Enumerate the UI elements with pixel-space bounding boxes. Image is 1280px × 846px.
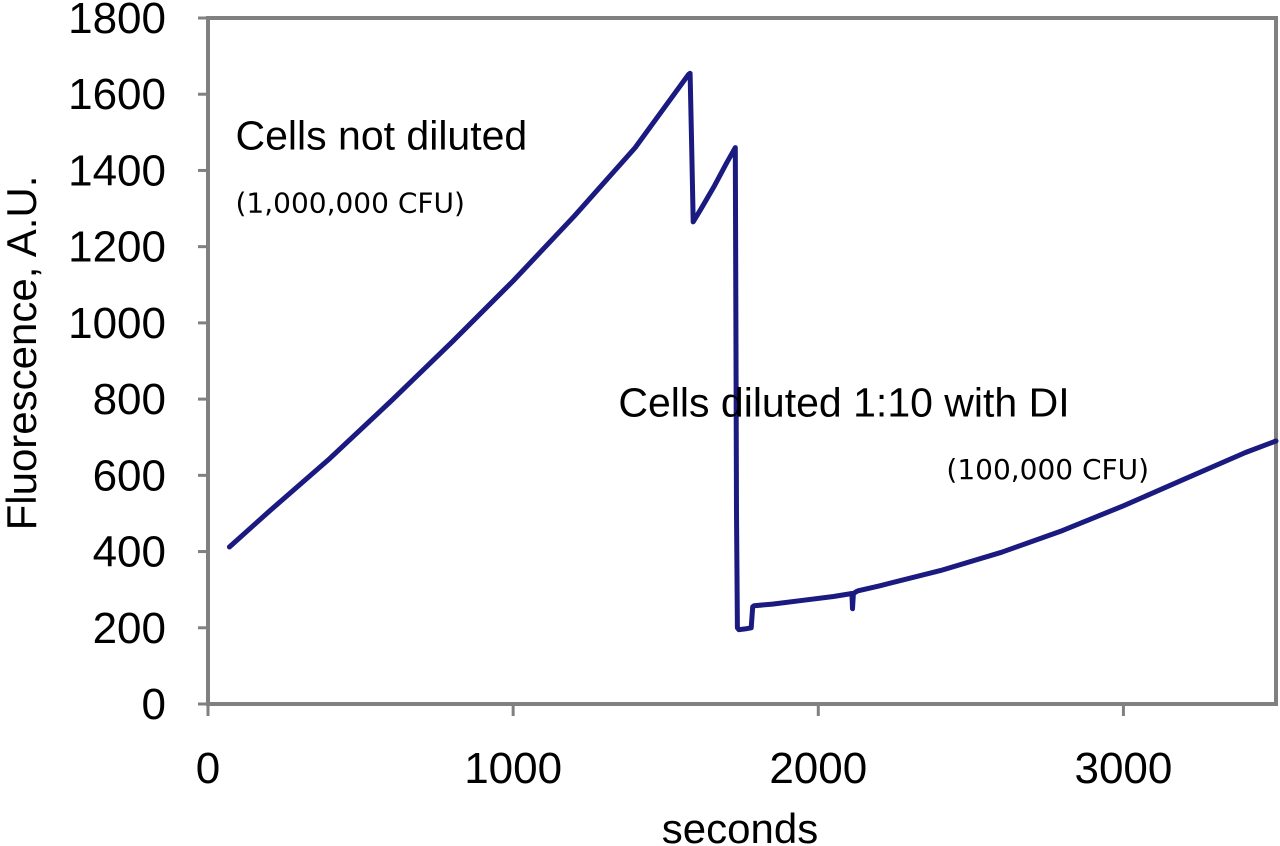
x-tick-label: 1000 <box>464 744 562 793</box>
x-tick-label: 0 <box>196 744 220 793</box>
annotation-cfu-count: (1,000,000 CFU) <box>236 186 465 219</box>
y-tick-label: 1000 <box>68 299 166 348</box>
annotation-cfu-count: (100,000 CFU) <box>946 453 1149 486</box>
y-tick-label: 1600 <box>68 70 166 119</box>
x-axis-ticks: 0 1000 2000 3000 <box>196 704 1172 793</box>
y-tick-label: 0 <box>142 680 166 729</box>
y-tick-label: 1200 <box>68 223 166 272</box>
y-axis-title: Fluorescence, A.U. <box>0 176 45 531</box>
annotations: Cells not diluted (1,000,000 CFU) Cells di… <box>236 113 1150 487</box>
y-tick-label: 400 <box>93 528 166 577</box>
plot-border <box>206 16 1278 706</box>
y-tick-label: 1800 <box>68 0 166 43</box>
y-axis-ticks: 0 200 400 600 800 1000 1200 1400 1600 1800 <box>68 0 208 729</box>
x-axis-title: seconds <box>662 805 818 846</box>
y-tick-label: 1400 <box>68 146 166 195</box>
series-layer <box>226 70 1279 633</box>
series-line <box>226 70 1279 633</box>
y-tick-label: 800 <box>93 375 166 424</box>
x-tick-label: 2000 <box>769 744 867 793</box>
y-tick-label: 200 <box>93 604 166 653</box>
x-tick-label: 3000 <box>1074 744 1172 793</box>
y-tick-label: 600 <box>93 451 166 500</box>
annotation-label: Cells diluted 1:10 with DI <box>618 379 1069 425</box>
annotation-label: Cells not diluted <box>236 113 528 159</box>
plot-frame <box>206 16 1278 706</box>
